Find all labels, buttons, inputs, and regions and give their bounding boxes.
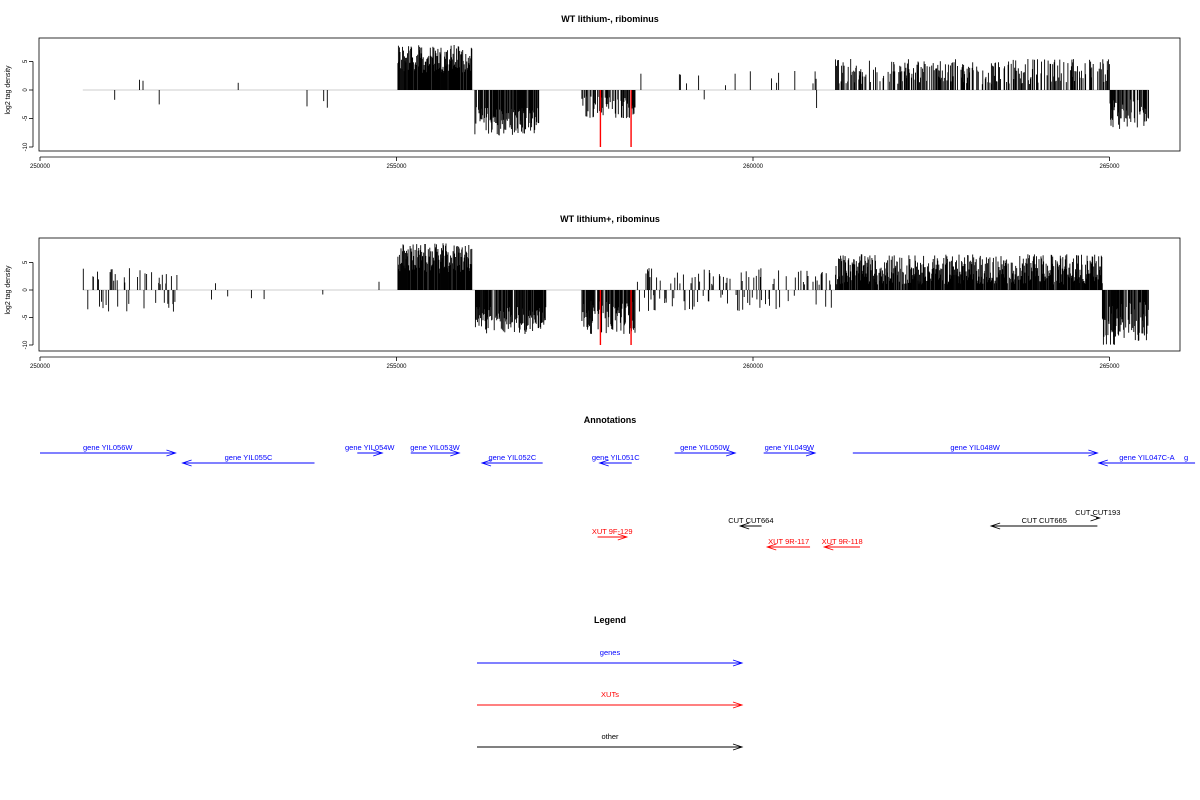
axes: 250000 255000 260000 265000 -10 -5 0 5: [23, 260, 1120, 370]
legend-item: XUTs: [477, 690, 744, 709]
y-tick-label: 0: [23, 288, 29, 292]
bar-series: [82, 45, 1149, 147]
annotation-feature: gene YIL048W: [852, 443, 1099, 457]
annotation-feature: gene YIL054W: [345, 443, 395, 457]
legend-arrowhead: [732, 743, 744, 751]
feature-label: gene YIL050W: [680, 443, 730, 452]
legend-item: other: [477, 732, 744, 751]
x-tick-label: 255000: [386, 164, 407, 170]
feature-label: gene YIL054W: [345, 443, 395, 452]
x-tick-label: 265000: [1099, 164, 1120, 170]
annotation-feature: XUT 9F-129: [592, 527, 633, 541]
feature-arrowhead: [738, 522, 750, 530]
annotation-feature: CUT CUT193: [1075, 508, 1120, 522]
annotation-feature: g: [1184, 453, 1188, 462]
feature-label: gene YIL053W: [410, 443, 460, 452]
plot-frame: [38, 37, 1181, 152]
feature-label: CUT CUT193: [1075, 508, 1120, 517]
x-tick-label: 260000: [743, 364, 764, 370]
feature-label: CUT CUT665: [1022, 516, 1067, 525]
feature-arrowhead: [1090, 514, 1101, 522]
annotation-feature: gene YIL050W: [674, 443, 737, 457]
track-panel-lithium-plus: WT lithium+, ribominus log2 tag density …: [5, 214, 1181, 370]
bar-series: [82, 243, 1149, 345]
y-tick-label: 0: [23, 88, 29, 92]
x-tick-label: 255000: [386, 364, 407, 370]
track-title: WT lithium+, ribominus: [560, 214, 660, 224]
annotation-feature: gene YIL052C: [480, 453, 543, 467]
legend-label: other: [601, 732, 619, 741]
annotation-feature: gene YIL049W: [763, 443, 817, 457]
legend-label: XUTs: [601, 690, 619, 699]
feature-label: gene YIL048W: [950, 443, 1000, 452]
feature-arrowhead: [805, 449, 817, 457]
track-title: WT lithium-, ribominus: [561, 14, 659, 24]
annotation-feature: XUT 9R-117: [765, 537, 811, 551]
plot-frame: [38, 237, 1181, 352]
feature-label: gene YIL049W: [765, 443, 815, 452]
feature-label: gene YIL051C: [592, 453, 640, 462]
legend-arrowhead: [732, 659, 744, 667]
feature-label: gene YIL047C-A: [1119, 453, 1174, 462]
feature-label: XUT 9R-118: [822, 537, 863, 546]
track-panel-lithium-minus: WT lithium-, ribominus log2 tag density …: [5, 14, 1181, 170]
legend: Legend genes XUTs other: [477, 615, 744, 751]
feature-label: XUT 9F-129: [592, 527, 633, 536]
axes: 250000 255000 260000 265000 -10 -5 0 5: [23, 59, 1120, 170]
annotation-feature: gene YIL053W: [410, 443, 461, 457]
legend-items: genes XUTs other: [477, 648, 744, 751]
feature-label: gene YIL056W: [83, 443, 133, 452]
feature-arrowhead: [989, 522, 1001, 530]
feature-arrowhead: [617, 533, 629, 541]
feature-arrowhead: [1088, 449, 1099, 457]
feature-label: g: [1184, 453, 1188, 462]
y-tick-label: -5: [23, 115, 29, 121]
annotation-feature: CUT CUT664: [728, 516, 774, 530]
feature-arrowhead: [373, 449, 384, 457]
feature-label: XUT 9R-117: [768, 537, 809, 546]
annotation-features: gene YIL056W gene YIL055C gene YIL054W gene…: [40, 443, 1196, 551]
x-tick-label: 250000: [30, 164, 51, 170]
feature-arrowhead: [480, 459, 492, 467]
y-tick-label: 5: [23, 260, 29, 264]
feature-arrowhead: [181, 459, 192, 467]
annotation-feature: gene YIL056W: [40, 443, 177, 457]
legend-title: Legend: [594, 615, 626, 625]
legend-item: genes: [477, 648, 744, 667]
annotation-feature: XUT 9R-118: [822, 537, 863, 551]
legend-arrowhead: [732, 701, 744, 709]
feature-arrowhead: [822, 543, 834, 551]
feature-arrowhead: [166, 449, 177, 457]
annotation-feature: gene YIL055C: [181, 453, 315, 467]
feature-label: gene YIL052C: [488, 453, 536, 462]
annotation-feature: CUT CUT665: [989, 516, 1098, 530]
y-tick-label: -10: [23, 142, 29, 151]
y-axis-label: log2 tag density: [5, 65, 12, 115]
feature-arrowhead: [598, 459, 609, 467]
feature-arrowhead: [1097, 459, 1108, 467]
feature-arrowhead: [765, 543, 777, 551]
annotations-title: Annotations: [584, 415, 637, 425]
feature-label: gene YIL055C: [225, 453, 273, 462]
y-tick-label: 5: [23, 59, 29, 63]
annotation-feature: gene YIL051C: [592, 453, 640, 467]
feature-arrowhead: [450, 449, 461, 457]
legend-label: genes: [600, 648, 621, 657]
feature-arrowhead: [726, 449, 737, 457]
y-tick-label: -5: [23, 314, 29, 320]
annotation-feature: gene YIL047C-A: [1097, 453, 1196, 467]
feature-label: CUT CUT664: [728, 516, 773, 525]
x-tick-label: 260000: [743, 164, 764, 170]
y-tick-label: -10: [23, 340, 29, 349]
x-tick-label: 250000: [30, 364, 51, 370]
y-axis-label: log2 tag density: [5, 265, 12, 315]
x-tick-label: 265000: [1099, 364, 1120, 370]
